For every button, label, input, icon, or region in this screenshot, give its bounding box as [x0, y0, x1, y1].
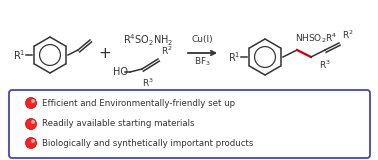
- Circle shape: [25, 137, 37, 148]
- Text: R$^2$: R$^2$: [342, 29, 354, 41]
- Text: R$^3$: R$^3$: [142, 77, 154, 89]
- Text: R$^4$SO$_2$NH$_2$: R$^4$SO$_2$NH$_2$: [123, 32, 173, 48]
- Circle shape: [31, 139, 35, 143]
- Text: BF$_3$: BF$_3$: [194, 56, 211, 68]
- Text: Readily available starting materials: Readily available starting materials: [42, 120, 195, 128]
- Text: R$^1$: R$^1$: [12, 48, 25, 62]
- Text: +: +: [99, 45, 112, 60]
- Text: NHSO$_2$R$^4$: NHSO$_2$R$^4$: [295, 31, 337, 45]
- Text: R$^1$: R$^1$: [228, 50, 240, 64]
- Text: Biologically and synthetically important products: Biologically and synthetically important…: [42, 139, 253, 148]
- Text: Efficient and Environmentally-friendly set up: Efficient and Environmentally-friendly s…: [42, 99, 235, 108]
- Circle shape: [25, 119, 37, 129]
- Text: R$^3$: R$^3$: [319, 59, 331, 71]
- Text: HO: HO: [113, 67, 128, 77]
- Circle shape: [31, 120, 35, 124]
- Circle shape: [25, 97, 37, 108]
- FancyBboxPatch shape: [9, 90, 370, 158]
- Text: Cu(I): Cu(I): [192, 35, 213, 44]
- Circle shape: [31, 99, 35, 103]
- Text: R$^2$: R$^2$: [161, 45, 173, 57]
